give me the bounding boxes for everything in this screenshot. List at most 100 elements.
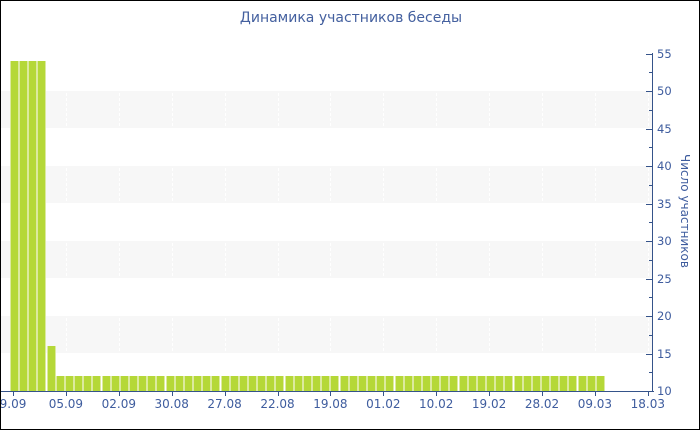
x-tick	[436, 392, 438, 396]
bar	[156, 376, 166, 391]
vertical-gridline	[594, 53, 596, 391]
y-tick-label: 40	[657, 159, 672, 173]
bar	[312, 376, 322, 391]
bar	[248, 376, 258, 391]
y-tick	[646, 241, 653, 242]
bar	[595, 376, 605, 391]
bar	[339, 376, 349, 391]
y-tick	[646, 166, 653, 167]
y-minor-tick	[649, 72, 653, 74]
x-tick-label: 05.09	[48, 397, 84, 411]
bar	[421, 376, 431, 391]
bar	[431, 376, 441, 391]
bar	[476, 376, 486, 391]
x-tick-label: 19.08	[313, 397, 348, 411]
bar	[275, 376, 285, 391]
bar	[174, 376, 184, 391]
y-minor-tick	[649, 147, 653, 149]
x-tick	[13, 392, 14, 396]
bar	[238, 376, 248, 391]
y-tick-label: 15	[657, 346, 672, 361]
vertical-gridline	[224, 53, 226, 391]
y-axis-title: Число участников	[678, 154, 692, 268]
bar	[110, 376, 120, 391]
y-tick-label: 20	[657, 309, 672, 323]
y-tick	[646, 353, 653, 355]
bar	[513, 376, 523, 391]
bar	[531, 376, 541, 391]
y-minor-tick	[649, 222, 653, 224]
x-tick-label: 10.02	[419, 397, 454, 411]
bar	[458, 376, 468, 391]
bar	[586, 376, 596, 391]
y-tick	[646, 391, 653, 392]
y-tick-label: 50	[657, 84, 672, 98]
bar	[504, 376, 514, 391]
vertical-gridline	[118, 53, 120, 391]
y-tick-label: 35	[657, 196, 672, 211]
bar	[92, 376, 102, 391]
vertical-gridline	[330, 53, 332, 391]
bar	[202, 376, 212, 391]
bar	[220, 376, 230, 391]
bar	[293, 376, 303, 391]
bar	[284, 376, 294, 391]
bar	[74, 376, 84, 391]
vertical-gridline	[65, 53, 67, 391]
x-tick-label: 9.09	[0, 397, 27, 411]
y-minor-tick	[649, 109, 653, 111]
x-tick	[224, 392, 226, 396]
y-minor-tick	[649, 334, 653, 336]
bar	[330, 376, 340, 391]
y-tick-label: 10	[657, 384, 672, 398]
bar	[55, 376, 65, 391]
bar	[385, 376, 395, 391]
x-tick-label: 22.08	[260, 397, 295, 411]
bar	[10, 61, 19, 391]
bar	[28, 61, 38, 391]
y-minor-tick	[649, 297, 653, 299]
bar	[357, 376, 367, 391]
x-tick-label: 30.08	[154, 397, 189, 411]
y-tick-label: 25	[657, 271, 672, 286]
bar	[486, 376, 496, 391]
bar	[64, 376, 74, 391]
bar	[550, 376, 560, 391]
y-minor-tick	[649, 259, 653, 261]
bar	[119, 376, 129, 391]
x-tick	[489, 392, 491, 396]
x-tick	[277, 392, 279, 396]
bar	[394, 376, 404, 391]
bar	[257, 376, 267, 391]
x-tick-label: 18.03	[630, 397, 665, 411]
bar	[211, 376, 221, 391]
vertical-gridline	[383, 53, 385, 391]
x-tick	[171, 392, 173, 396]
bar	[147, 376, 157, 391]
bar	[37, 61, 47, 391]
x-tick-label: 19.02	[471, 397, 507, 411]
bar	[577, 376, 587, 391]
x-tick	[383, 392, 385, 396]
vertical-gridline	[277, 53, 279, 391]
plot-band-gray	[1, 90, 652, 128]
bar	[440, 376, 450, 391]
x-tick	[330, 392, 332, 396]
x-tick-label: 28.02	[524, 397, 560, 411]
x-tick	[118, 392, 120, 396]
bar	[302, 376, 312, 391]
bar	[376, 376, 386, 391]
bar	[165, 376, 175, 391]
bar	[449, 376, 459, 391]
bar	[568, 376, 578, 391]
vertical-gridline	[436, 53, 438, 391]
bar	[348, 376, 358, 391]
bar	[101, 376, 111, 391]
plot-band-gray	[1, 240, 652, 278]
y-tick	[646, 316, 653, 317]
vertical-gridline	[171, 53, 173, 391]
chart-title: Динамика участников беседы	[239, 10, 463, 26]
x-tick	[647, 392, 649, 396]
y-tick	[646, 203, 653, 205]
